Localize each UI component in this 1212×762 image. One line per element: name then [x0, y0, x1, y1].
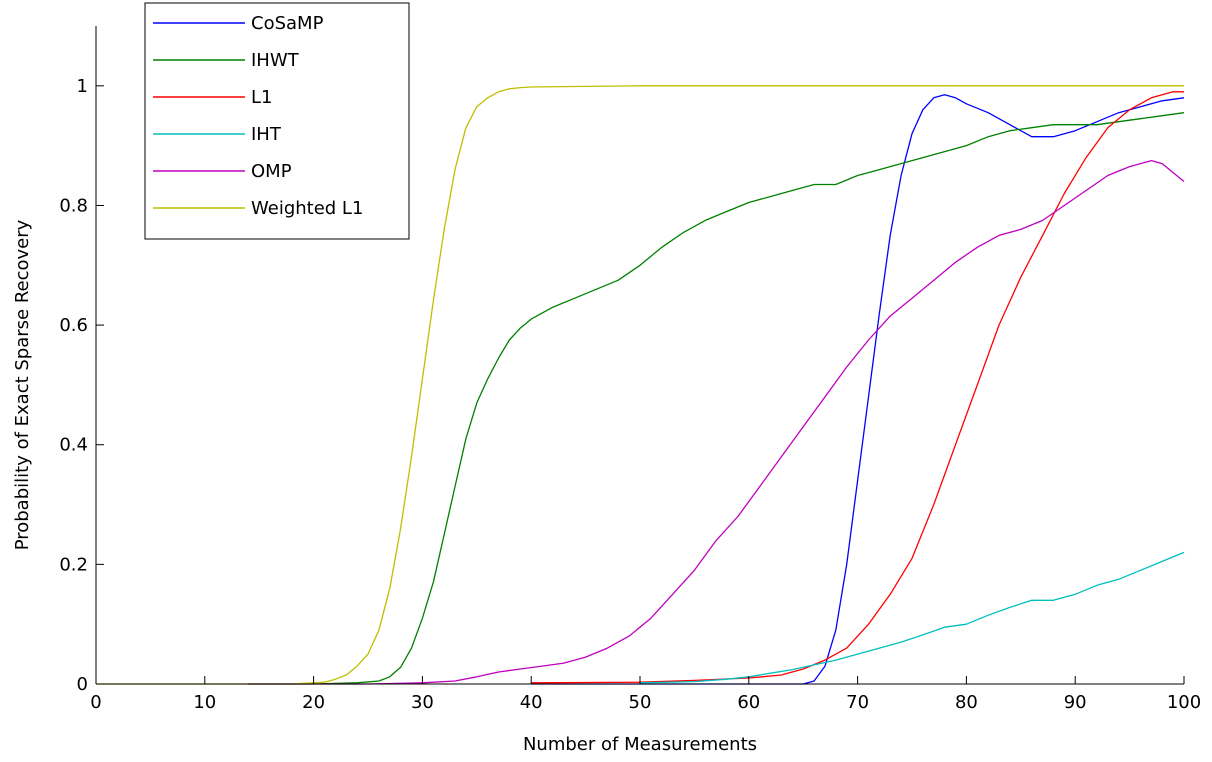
- series-line-5: [96, 85, 1184, 685]
- y-tick-label: 0: [77, 674, 88, 695]
- x-tick-label: 60: [737, 692, 760, 713]
- x-tick-label: 70: [846, 692, 869, 713]
- series-line-0: [531, 94, 1185, 685]
- series-layer: [96, 85, 1185, 685]
- x-tick-label: 80: [955, 692, 978, 713]
- y-tick-label: 1: [77, 76, 88, 97]
- axes-layer: 0 10 20 30 40 50 60 70 80 90 100 0 0.2 0.4 0.6 0.8 1: [59, 26, 1201, 713]
- legend-label: Weighted L1: [251, 198, 363, 219]
- y-tick-label: 0.2: [59, 554, 88, 575]
- series-line-3: [639, 551, 1185, 684]
- series-line-4: [248, 159, 1185, 685]
- x-tick-label: 50: [629, 692, 652, 713]
- series-line-1: [248, 112, 1185, 685]
- x-tick-label: 40: [520, 692, 543, 713]
- x-tick-label: 30: [411, 692, 434, 713]
- y-tick-label: 0.8: [59, 195, 88, 216]
- legend: CoSaMP IHWT L1 IHT OMP Weighted L1: [144, 2, 410, 240]
- y-axis-title: Probability of Exact Sparse Recovery: [12, 219, 33, 550]
- x-tick-label: 20: [302, 692, 325, 713]
- legend-label: IHT: [251, 124, 282, 145]
- legend-box: [144, 2, 410, 240]
- legend-label: OMP: [251, 161, 292, 182]
- x-tick-label: 10: [193, 692, 216, 713]
- y-tick-label: 0.4: [59, 435, 88, 456]
- x-axis-title: Number of Measurements: [523, 734, 757, 755]
- x-tick-label: 0: [90, 692, 101, 713]
- x-tick-label: 100: [1167, 692, 1201, 713]
- y-tick-label: 0.6: [59, 315, 88, 336]
- x-tick-label: 90: [1064, 692, 1087, 713]
- legend-label: CoSaMP: [251, 13, 324, 34]
- legend-label: L1: [251, 87, 272, 108]
- series-line-2: [531, 91, 1184, 684]
- legend-label: IHWT: [251, 50, 300, 71]
